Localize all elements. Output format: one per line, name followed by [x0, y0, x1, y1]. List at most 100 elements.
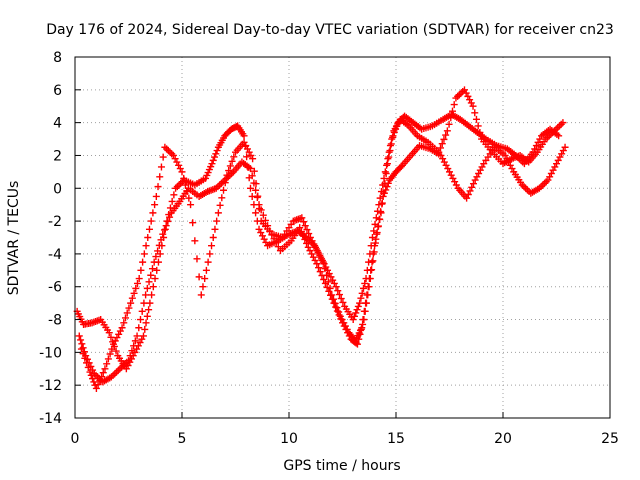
data-point: [106, 350, 114, 358]
data-point: [355, 335, 363, 343]
data-point: [361, 279, 369, 287]
data-point: [388, 135, 396, 143]
data-point: [328, 295, 336, 303]
data-point: [131, 337, 139, 345]
data-point: [189, 219, 197, 227]
series-trace-3: [77, 110, 563, 392]
data-point: [354, 302, 362, 310]
y-tick-label: -8: [48, 313, 62, 329]
data-point: [96, 377, 104, 385]
data-point: [385, 148, 393, 156]
data-point: [127, 299, 135, 307]
data-point: [225, 167, 233, 175]
data-point: [520, 183, 528, 191]
data-point: [87, 371, 95, 379]
x-tick-label: 25: [601, 431, 619, 447]
data-point: [384, 179, 392, 187]
data-point: [116, 327, 124, 335]
data-point: [522, 184, 530, 192]
data-point: [218, 194, 226, 202]
data-point: [152, 192, 160, 200]
data-point: [370, 227, 378, 235]
data-point: [442, 161, 450, 169]
data-point: [260, 235, 268, 243]
data-point: [559, 119, 567, 127]
data-point: [172, 184, 180, 192]
data-point: [469, 180, 477, 188]
y-tick-label: -2: [48, 214, 62, 230]
y-axis-label: SDTVAR / TECUs: [6, 181, 22, 296]
data-point: [89, 375, 97, 383]
data-point: [369, 257, 377, 265]
data-point: [466, 187, 474, 195]
data-point: [191, 237, 199, 245]
data-point: [363, 266, 371, 274]
x-tick-label: 15: [387, 431, 405, 447]
data-point: [83, 359, 91, 367]
x-axis-ticks: 0 5 10 15 20 25: [71, 412, 619, 447]
data-point: [452, 94, 460, 102]
data-point: [299, 232, 307, 240]
data-point: [128, 347, 136, 355]
data-point: [125, 357, 132, 365]
data-point: [323, 283, 331, 291]
data-point: [160, 226, 168, 234]
data-point: [371, 220, 379, 228]
data-point: [133, 332, 141, 340]
data-point: [147, 217, 155, 225]
data-point: [305, 230, 313, 238]
data-point: [259, 211, 267, 219]
data-point: [309, 253, 317, 261]
data-point: [149, 209, 157, 217]
data-point: [138, 307, 146, 315]
data-point: [301, 222, 309, 230]
data-point: [154, 183, 162, 191]
data-point: [135, 324, 143, 332]
data-point: [467, 99, 475, 107]
data-point: [90, 378, 98, 386]
data-point: [393, 122, 401, 130]
data-point: [541, 179, 549, 187]
data-point: [166, 213, 174, 221]
grid-lines: [75, 57, 610, 418]
data-point: [476, 166, 484, 174]
data-point: [464, 92, 472, 100]
data-point: [139, 258, 147, 266]
data-point: [353, 340, 361, 348]
y-tick-label: 2: [53, 148, 62, 164]
y-tick-label: -6: [48, 280, 62, 296]
data-point: [242, 142, 250, 150]
y-tick-label: 6: [53, 83, 62, 99]
data-point: [382, 186, 390, 194]
data-point: [204, 258, 212, 266]
data-point: [478, 163, 486, 171]
data-point: [209, 234, 217, 241]
data-point: [138, 335, 146, 343]
data-point: [195, 273, 203, 281]
data-point: [366, 250, 374, 258]
plot-frame: [74, 56, 611, 419]
data-point: [161, 143, 169, 151]
data-point: [364, 291, 372, 299]
y-tick-label: -10: [39, 345, 62, 361]
data-point: [475, 170, 483, 178]
data-point: [438, 140, 446, 148]
data-point: [466, 96, 474, 104]
data-point: [380, 174, 388, 182]
data-point: [163, 145, 171, 153]
data-point: [370, 248, 378, 256]
data-point: [120, 319, 128, 327]
data-point: [542, 178, 550, 186]
data-point: [561, 143, 569, 151]
data-point: [555, 132, 563, 140]
data-point: [554, 156, 562, 164]
data-point: [454, 92, 462, 100]
data-point: [171, 155, 179, 163]
data-point: [357, 294, 365, 302]
data-point: [246, 165, 254, 173]
data-point: [383, 183, 391, 191]
data-point: [383, 161, 391, 169]
data-point: [142, 319, 150, 327]
data-point: [135, 275, 143, 283]
data-point: [143, 312, 151, 320]
